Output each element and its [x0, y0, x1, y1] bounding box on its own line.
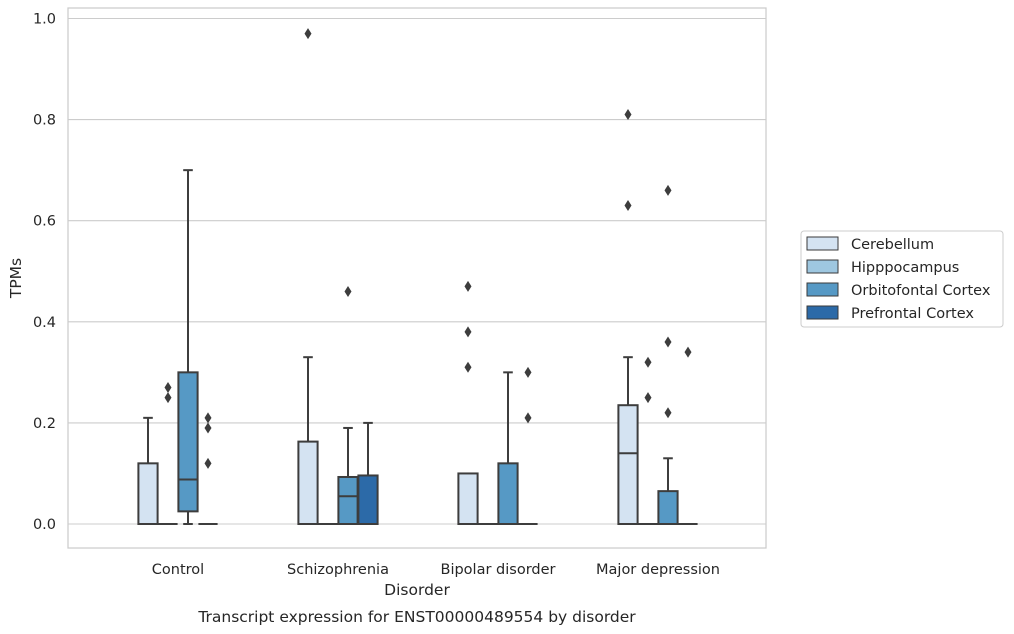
outlier-marker — [624, 109, 632, 121]
outlier-marker — [204, 457, 212, 469]
box-body — [137, 462, 159, 525]
legend-label-hippocampus: Hipppocampus — [851, 260, 959, 276]
box-3-0 — [617, 109, 639, 525]
box-2-3 — [518, 366, 538, 525]
box-0-0 — [137, 416, 159, 525]
outlier-marker — [664, 184, 672, 196]
x-axis-label: Disorder — [384, 581, 450, 599]
box-body — [497, 462, 519, 525]
y-tick-label: 0.0 — [33, 517, 56, 533]
plot-frame — [67, 7, 767, 549]
x-tick-label: Control — [152, 562, 204, 578]
box-body — [297, 440, 319, 525]
box-body — [617, 404, 639, 525]
y-axis-ticks: 0.0 0.2 0.4 0.6 0.8 1.0 — [33, 12, 56, 534]
outlier-marker — [624, 200, 632, 212]
box-1-2 — [337, 285, 359, 525]
outlier-marker — [344, 285, 352, 297]
legend-swatch-hippocampus — [806, 259, 839, 274]
outlier-marker — [524, 412, 532, 424]
box-0-2 — [177, 169, 199, 525]
chart-caption: Transcript expression for ENST0000048955… — [197, 608, 636, 626]
y-tick-label: 0.2 — [33, 416, 56, 432]
box-0-3 — [198, 412, 218, 525]
grid-lines — [68, 17, 766, 525]
legend-frame — [800, 230, 1004, 328]
outlier-marker — [664, 407, 672, 419]
outlier-marker — [644, 356, 652, 368]
legend: Cerebellum Hipppocampus Orbitofontal Cor… — [800, 230, 1004, 328]
x-tick-label: Schizophrenia — [287, 562, 389, 578]
box-body — [337, 475, 359, 525]
box-3-2 — [657, 184, 679, 525]
outlier-marker — [644, 392, 652, 404]
y-tick-label: 0.4 — [33, 315, 56, 331]
y-tick-label: 0.8 — [33, 113, 56, 129]
outlier-marker — [204, 422, 212, 434]
box-3-1 — [638, 356, 658, 525]
legend-swatch-cerebellum — [806, 236, 839, 251]
box-body — [357, 474, 379, 525]
y-tick-label: 0.6 — [33, 214, 56, 230]
x-axis-ticks: Control Schizophrenia Bipolar disorder Majo… — [152, 562, 720, 578]
legend-swatch-orbitofrontal-cortex — [806, 282, 839, 297]
x-tick-label: Bipolar disorder — [441, 562, 556, 578]
box-2-0 — [457, 280, 479, 526]
box-1-3 — [357, 421, 379, 525]
outlier-marker — [304, 28, 312, 40]
box-body — [177, 371, 199, 513]
box-2-2 — [497, 371, 519, 525]
legend-swatch-prefrontal-cortex — [806, 305, 839, 320]
box-0-1 — [158, 382, 178, 525]
outlier-marker — [464, 361, 472, 373]
box-1-0 — [297, 28, 319, 525]
boxes — [137, 28, 698, 526]
legend-label-cerebellum: Cerebellum — [851, 237, 934, 253]
legend-label-orbitofrontal-cortex: Orbitofontal Cortex — [851, 283, 991, 299]
outlier-marker — [204, 412, 212, 424]
y-axis-label: TPMs — [7, 258, 25, 299]
box-body — [457, 472, 479, 526]
box-3-3 — [678, 346, 698, 525]
outlier-marker — [164, 382, 172, 394]
x-tick-label: Major depression — [596, 562, 720, 578]
y-tick-label: 1.0 — [33, 12, 56, 28]
box-body — [657, 490, 679, 525]
outlier-marker — [684, 346, 692, 358]
legend-label-prefrontal-cortex: Prefrontal Cortex — [851, 306, 974, 322]
outlier-marker — [464, 280, 472, 292]
outlier-marker — [164, 392, 172, 404]
outlier-marker — [524, 366, 532, 378]
outlier-marker — [664, 336, 672, 348]
outlier-marker — [464, 326, 472, 338]
